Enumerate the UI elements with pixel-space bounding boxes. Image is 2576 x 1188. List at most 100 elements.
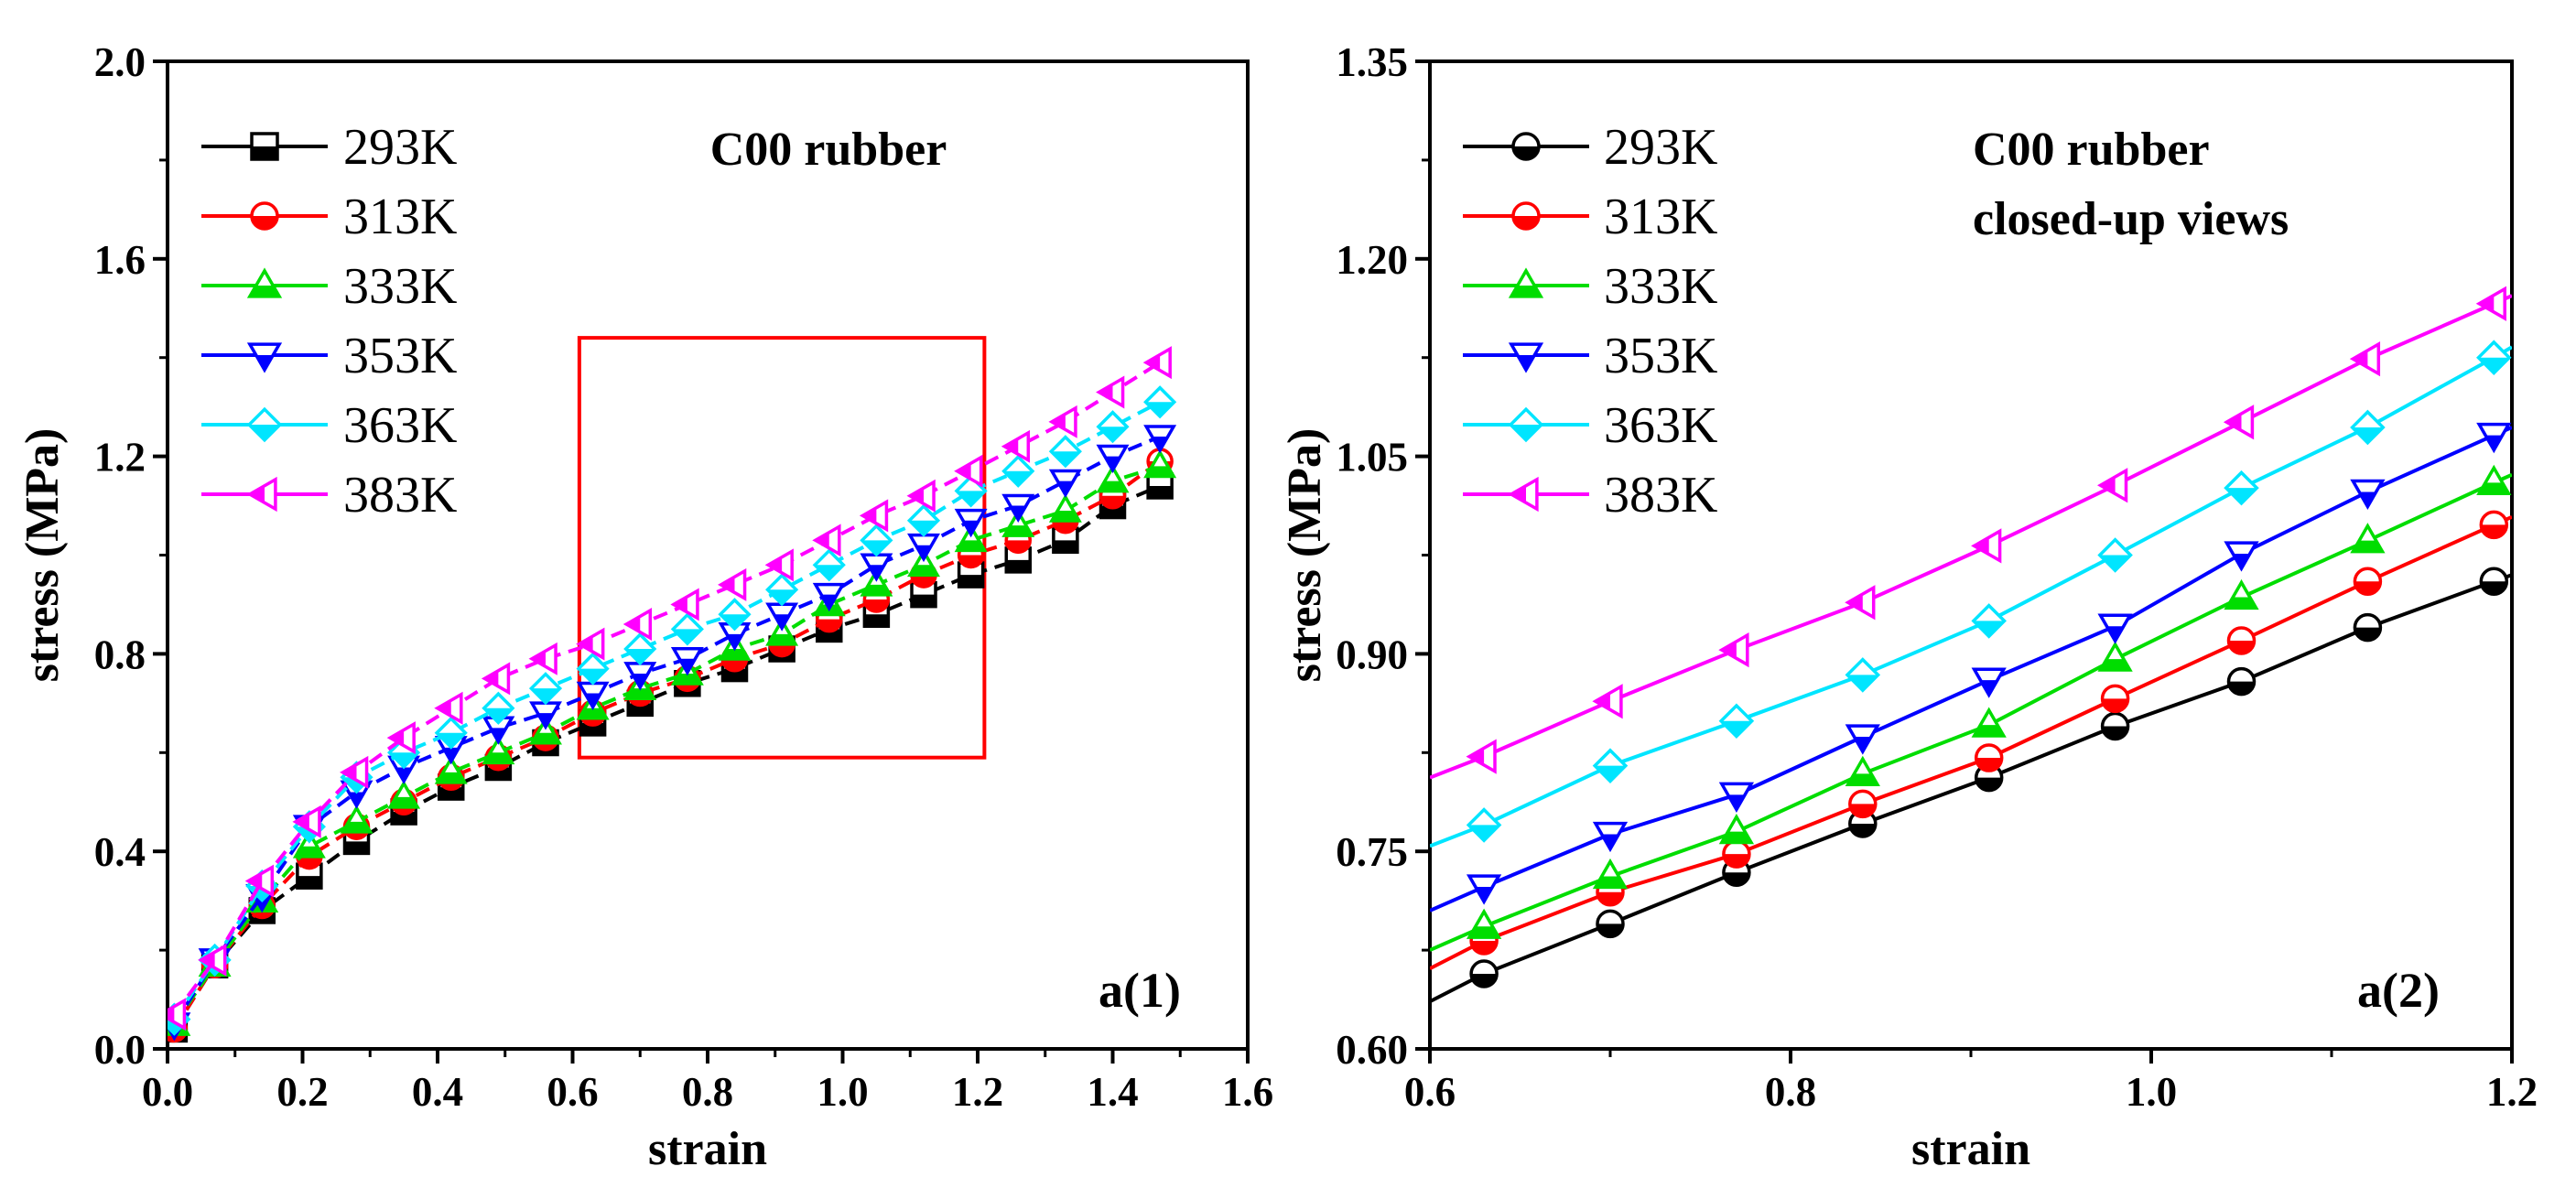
x-tick-label: 0.8 (1765, 1069, 1816, 1115)
legend-item: 383K (201, 467, 457, 524)
data-point (812, 582, 846, 612)
data-point (244, 864, 275, 898)
data-point (2479, 510, 2509, 540)
data-point (2097, 613, 2133, 644)
data-point (1971, 603, 2007, 639)
data-point (2096, 468, 2128, 503)
y-tick-label: 0.8 (94, 632, 146, 677)
x-tick-label: 0.2 (276, 1069, 328, 1115)
legend-marker (246, 476, 277, 513)
legend-marker (1511, 201, 1541, 231)
data-point (670, 612, 704, 646)
y-axis-label: stress (MPa) (16, 428, 69, 683)
series-313K (1430, 510, 2512, 971)
legend-item: 363K (201, 397, 457, 454)
x-axis-label: strain (648, 1123, 767, 1175)
data-point (2224, 541, 2259, 572)
data-point (1466, 807, 1502, 843)
data-point (2097, 641, 2133, 672)
data-point (1845, 724, 1880, 755)
data-point (1096, 464, 1130, 493)
data-point (1845, 755, 1880, 786)
data-point (765, 617, 799, 646)
legend-item: 293K (201, 119, 457, 176)
data-point (1971, 528, 2002, 564)
x-tick-label: 1.0 (817, 1069, 868, 1115)
data-point (1001, 429, 1031, 463)
data-point (1592, 684, 1623, 719)
legend-marker (1508, 476, 1539, 513)
data-point (812, 524, 841, 557)
data-point (2226, 666, 2257, 697)
legend-label: 363K (343, 397, 457, 454)
data-point (576, 652, 610, 686)
legend-marker (1508, 342, 1544, 373)
data-point (622, 608, 653, 642)
legend-item: 353K (201, 328, 457, 384)
data-point (1001, 454, 1035, 488)
x-axis: 0.0 0.2 0.4 0.6 0.8 1.0 1.2 1.4 1.6 strain (142, 1049, 1273, 1175)
data-point (1974, 762, 2004, 793)
series-333K (1430, 464, 2512, 952)
y-axis-label: stress (MPa) (1279, 428, 1331, 683)
data-point (860, 553, 893, 582)
data-point (292, 805, 321, 838)
data-point (1971, 667, 2007, 698)
legend-item: 363K (1463, 397, 1717, 454)
data-point (340, 805, 373, 834)
y-tick-label: 1.2 (94, 435, 146, 481)
data-point (434, 755, 468, 784)
series-293K (1430, 567, 2512, 1003)
y-tick-label: 1.05 (1336, 435, 1408, 481)
data-point (2350, 409, 2386, 446)
y-tick-label: 1.6 (94, 237, 146, 283)
series-line (172, 361, 1162, 1016)
data-point (764, 548, 794, 582)
data-point (292, 829, 326, 859)
data-point (1001, 493, 1035, 524)
series-line (172, 435, 1161, 1026)
data-point (1466, 739, 1497, 774)
data-point (1718, 632, 1749, 668)
data-point (906, 503, 941, 537)
data-point (434, 691, 463, 725)
data-point (1718, 703, 1755, 740)
series-line (172, 459, 1162, 1031)
data-point (1848, 789, 1878, 819)
x-tick-label: 1.6 (1222, 1069, 1273, 1115)
data-point (2097, 537, 2133, 573)
data-point (2353, 567, 2383, 597)
legend-label: 293K (1604, 119, 1717, 176)
series-line (1430, 345, 2512, 848)
data-point (2224, 470, 2259, 506)
legend-label: 353K (343, 328, 457, 384)
series-313K (168, 448, 1174, 1043)
data-point (1143, 425, 1177, 454)
x-tick-label: 0.8 (682, 1069, 733, 1115)
data-point (859, 499, 889, 533)
x-axis: 0.6 0.8 1.0 1.2 strain (1404, 1049, 2538, 1175)
y-axis: 0.60 0.75 0.90 1.05 1.20 1.35 stress (MPa) (1279, 39, 1430, 1073)
data-point (2100, 684, 2130, 714)
chart-title: C00 rubber (1973, 124, 2210, 176)
legend-item: 353K (1463, 328, 1717, 384)
series-line (1430, 426, 2512, 913)
y-axis: 0.0 0.4 0.8 1.2 1.6 2.0 stress (MPa) (16, 39, 168, 1073)
data-point (2349, 341, 2381, 377)
data-point (670, 588, 699, 621)
data-point (168, 998, 187, 1031)
legend-marker (246, 267, 283, 298)
data-point (1143, 448, 1177, 479)
plot-frame (166, 59, 1250, 1051)
data-point (1845, 657, 1881, 693)
data-point (1001, 508, 1035, 537)
legend-label: 383K (343, 467, 457, 524)
y-tick-label: 1.20 (1336, 237, 1408, 283)
data-point (481, 662, 511, 696)
data-point (482, 735, 515, 765)
data-point (1096, 444, 1130, 474)
legend-label: 313K (343, 189, 457, 245)
data-point (1848, 809, 1878, 838)
x-tick-label: 0.6 (547, 1069, 598, 1115)
